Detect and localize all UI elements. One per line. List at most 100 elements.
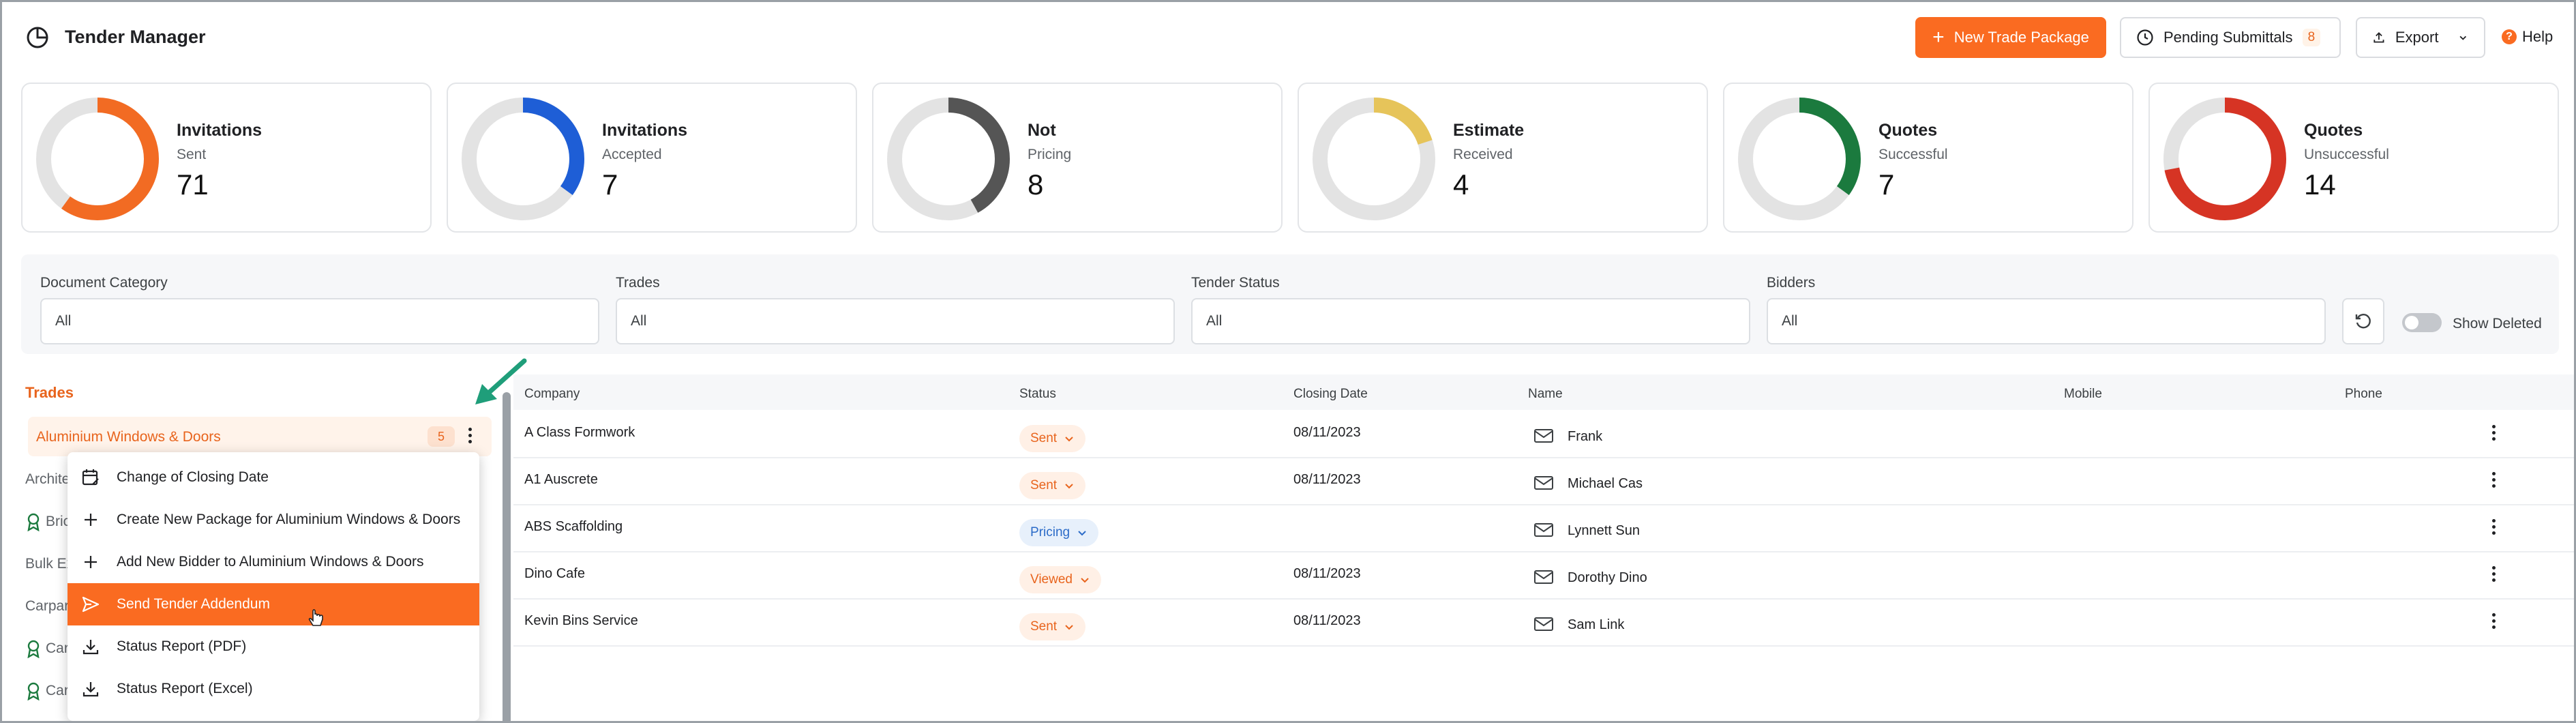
download-icon: [81, 679, 100, 698]
bidders-select[interactable]: [1767, 298, 2326, 344]
trade-more-icon[interactable]: [463, 424, 477, 447]
stat-subtitle: Sent: [177, 147, 207, 162]
stat-title: Estimate: [1453, 121, 1525, 140]
status-badge[interactable]: Pricing: [1019, 519, 1099, 546]
mail-icon[interactable]: [1533, 428, 1554, 444]
stat-card-estimate-received[interactable]: Estimate Received 4: [1298, 83, 1708, 233]
mail-icon[interactable]: [1533, 475, 1554, 491]
trade-item[interactable]: Bric: [25, 512, 70, 531]
menu-item-change-closing-date[interactable]: Change of Closing Date: [68, 456, 479, 499]
trade-item-label: Aluminium Windows & Doors: [36, 429, 221, 445]
sidebar-scrollbar[interactable]: [503, 392, 511, 721]
donut-chart: [1313, 98, 1435, 220]
refresh-icon: [2355, 314, 2371, 329]
stat-card-invitations-sent[interactable]: Invitations Sent 71: [21, 83, 432, 233]
table-row[interactable]: Dino Cafe Viewed 08/11/2023 Dorothy Dino: [513, 552, 2574, 600]
trade-item[interactable]: Car: [25, 681, 69, 700]
calendar-edit-icon: [81, 468, 100, 487]
chevron-down-icon: [1081, 578, 1089, 583]
row-more-icon[interactable]: [2487, 609, 2500, 632]
menu-item-send-tender-addendum[interactable]: Send Tender Addendum: [68, 583, 479, 626]
stat-title: Invitations: [177, 121, 263, 140]
column-header-company[interactable]: Company: [524, 387, 580, 401]
table-row[interactable]: ABS Scaffolding Pricing Lynnett Sun: [513, 505, 2574, 552]
column-header-mobile[interactable]: Mobile: [2064, 387, 2102, 401]
status-badge[interactable]: Sent: [1019, 472, 1086, 499]
stat-subtitle: Pricing: [1028, 147, 1072, 162]
mail-icon[interactable]: [1533, 569, 1554, 585]
status-badge[interactable]: Sent: [1019, 425, 1086, 452]
menu-item-create-new-package[interactable]: Create New Package for Aluminium Windows…: [68, 499, 479, 541]
trade-context-menu: Change of Closing Date Create New Packag…: [68, 452, 479, 721]
menu-item-add-new-bidder[interactable]: Add New Bidder to Aluminium Windows & Do…: [68, 541, 479, 583]
status-label: Pricing: [1030, 525, 1070, 540]
download-icon: [81, 637, 100, 656]
filter-panel: Document Category Trades Tender Status B…: [21, 254, 2559, 354]
trade-item[interactable]: Archite: [25, 471, 70, 488]
donut-chart: [36, 98, 159, 220]
stat-value: 8: [1028, 168, 1044, 201]
menu-item-status-report-pdf[interactable]: Status Report (PDF): [68, 625, 479, 668]
menu-item-status-report-excel[interactable]: Status Report (Excel): [68, 668, 479, 710]
trade-item-label: Car: [46, 683, 69, 698]
mail-icon[interactable]: [1533, 616, 1554, 632]
row-more-icon[interactable]: [2487, 468, 2500, 491]
stat-subtitle: Received: [1453, 147, 1513, 162]
trade-item[interactable]: Carpar: [25, 598, 69, 615]
award-icon: [27, 513, 40, 531]
trade-count-badge: 5: [428, 426, 455, 447]
company-cell: A1 Auscrete: [524, 472, 598, 487]
table-row[interactable]: A1 Auscrete Sent 08/11/2023 Michael Cas: [513, 458, 2574, 505]
trade-item[interactable]: Car: [25, 639, 69, 658]
menu-item-label: Change of Closing Date: [117, 469, 269, 485]
stat-value: 4: [1453, 168, 1469, 201]
stat-value: 7: [602, 168, 618, 201]
column-header-phone[interactable]: Phone: [2345, 387, 2382, 401]
trades-filter-label: Trades: [616, 275, 660, 291]
status-badge[interactable]: Viewed: [1019, 566, 1101, 593]
column-header-closing-date[interactable]: Closing Date: [1293, 387, 1368, 401]
mail-icon[interactable]: [1533, 522, 1554, 538]
chevron-down-icon: [2459, 35, 2467, 40]
pending-submittals-button[interactable]: Pending Submittals 8: [2120, 17, 2341, 58]
help-link[interactable]: ? Help: [2502, 28, 2553, 46]
menu-item-label: Send Tender Addendum: [117, 596, 270, 612]
trade-item[interactable]: Bulk Ex: [25, 556, 74, 572]
trade-item-aluminium-windows-doors[interactable]: Aluminium Windows & Doors 5: [28, 417, 492, 456]
row-more-icon[interactable]: [2487, 515, 2500, 538]
row-more-icon[interactable]: [2487, 421, 2500, 444]
status-badge[interactable]: Sent: [1019, 613, 1086, 640]
trades-heading: Trades: [25, 384, 74, 401]
row-more-icon[interactable]: [2487, 562, 2500, 585]
stat-subtitle: Unsuccessful: [2304, 147, 2389, 162]
stat-card-not-pricing[interactable]: Not Pricing 8: [872, 83, 1283, 233]
document-category-select[interactable]: [40, 298, 599, 344]
table-row[interactable]: Kevin Bins Service Sent 08/11/2023 Sam L…: [513, 600, 2574, 647]
show-deleted-toggle[interactable]: [2402, 313, 2442, 332]
send-icon: [81, 595, 100, 614]
reset-filters-button[interactable]: [2342, 298, 2384, 344]
trade-item-label: Bric: [46, 514, 71, 529]
closing-date-cell: 08/11/2023: [1293, 472, 1361, 487]
column-header-status[interactable]: Status: [1019, 387, 1056, 401]
export-button[interactable]: Export: [2356, 17, 2485, 58]
column-header-name[interactable]: Name: [1528, 387, 1563, 401]
tender-status-label: Tender Status: [1191, 275, 1280, 291]
trade-item-label: Bulk Ex: [25, 556, 74, 572]
name-cell: Dorothy Dino: [1568, 570, 1647, 585]
stat-title: Invitations: [602, 121, 688, 140]
table-row[interactable]: A Class Formwork Sent 08/11/2023 Frank: [513, 411, 2574, 458]
stat-title: Quotes: [1878, 121, 1938, 140]
stat-card-quotes-unsuccessful[interactable]: Quotes Unsuccessful 14: [2148, 83, 2559, 233]
pending-submittals-label: Pending Submittals: [2163, 29, 2293, 46]
name-cell: Sam Link: [1568, 617, 1625, 632]
tender-status-select[interactable]: [1191, 298, 1750, 344]
stat-card-quotes-successful[interactable]: Quotes Successful 7: [1723, 83, 2133, 233]
show-deleted-label: Show Deleted: [2453, 316, 2542, 331]
new-trade-package-button[interactable]: + New Trade Package: [1915, 17, 2106, 58]
donut-chart: [2163, 98, 2286, 220]
plus-icon: [81, 510, 100, 529]
stat-card-invitations-accepted[interactable]: Invitations Accepted 7: [447, 83, 857, 233]
trades-filter-select[interactable]: [616, 298, 1175, 344]
